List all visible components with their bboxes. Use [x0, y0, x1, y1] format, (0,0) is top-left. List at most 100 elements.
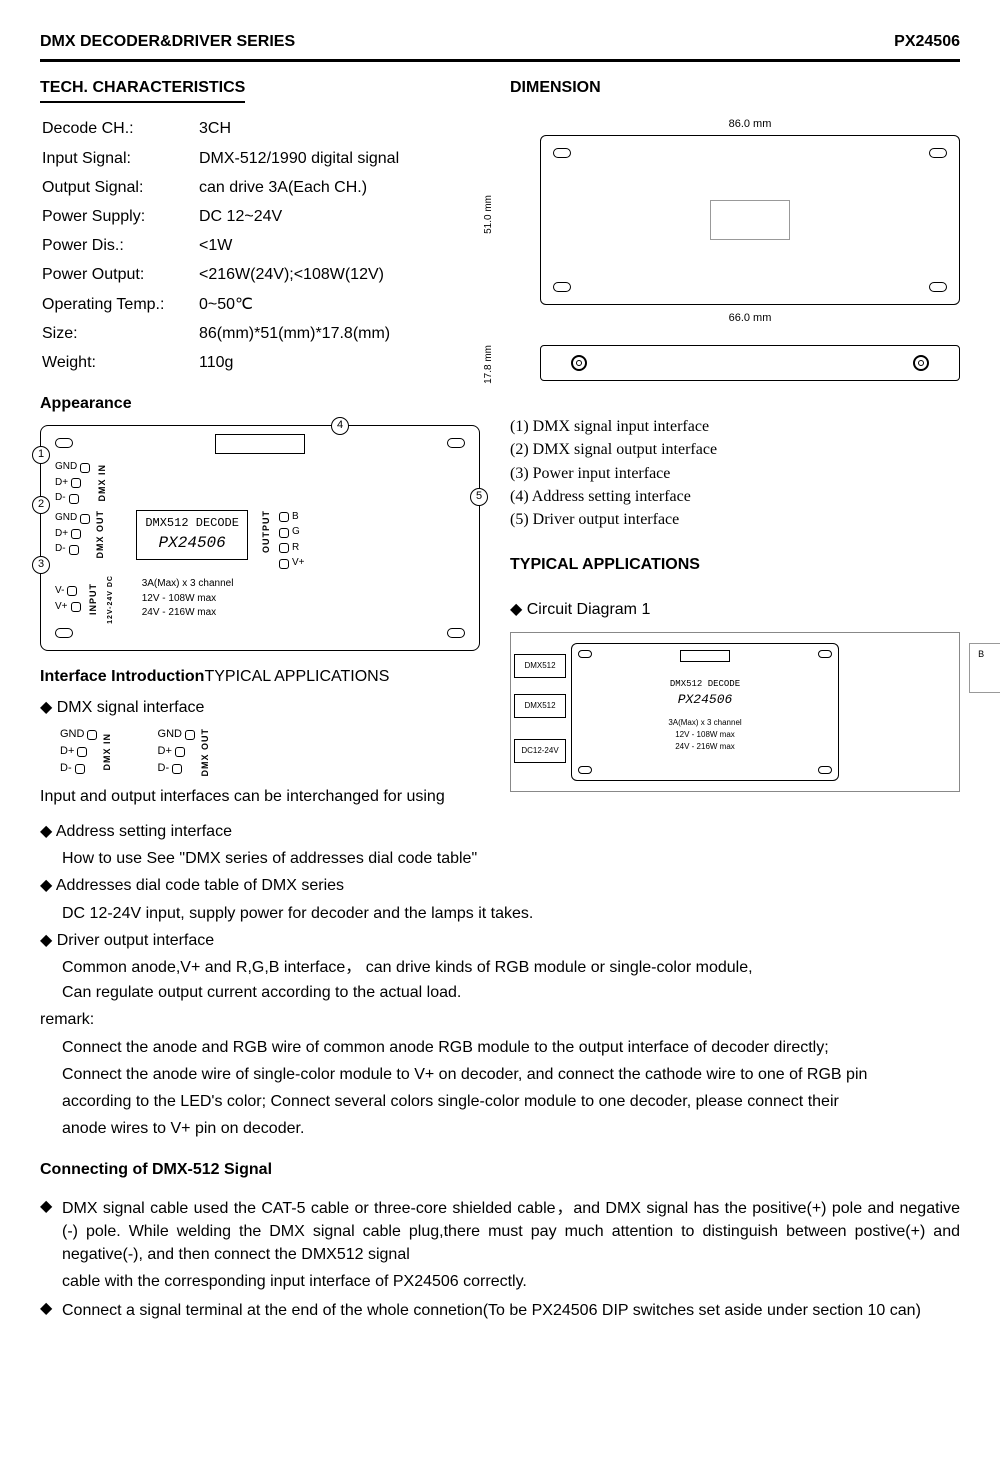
spec-value: 110g [199, 349, 399, 376]
terminal-pin: GND [60, 727, 97, 743]
spec-row: Power Output:<216W(24V);<108W(12V) [42, 261, 399, 288]
top-holes [55, 438, 465, 454]
appearance-diagram: 1 2 3 4 5 GNDD+D- DMX IN GNDD+D- DMX OUT [40, 425, 480, 650]
ratings-block: 3A(Max) x 3 channel 12V - 108W max 24V -… [142, 577, 234, 621]
addr-table-sub: DC 12-24V input, supply power for decode… [62, 902, 960, 925]
sig-out-label: DMX OUT [199, 728, 212, 777]
spec-value: 0~50℃ [199, 291, 399, 318]
remark-p4: anode wires to V+ pin on decoder. [62, 1117, 960, 1140]
page-header: DMX DECODER&DRIVER SERIES PX24506 [40, 30, 960, 62]
tag-power: DC12-24V [514, 739, 566, 763]
remark-p3: according to the LED's color; Connect se… [62, 1090, 960, 1113]
right-column: DIMENSION 86.0 mm 51.0 mm 66.0 mm 17.8 m… [510, 76, 960, 808]
spec-row: Output Signal:can drive 3A(Each CH.) [42, 174, 399, 201]
typ-app-title: TYPICAL APPLICATIONS [510, 553, 700, 578]
knob-icon [571, 355, 587, 371]
terminal-pin: D- [158, 761, 195, 777]
pin-label: V+ [292, 556, 305, 571]
pin-label: G [292, 525, 300, 540]
mounting-hole-icon [578, 650, 592, 658]
terminal-icon [75, 764, 85, 774]
terminal-icon [279, 559, 289, 569]
terminal-pin: V+ [279, 556, 305, 571]
terminal-pin: GND [158, 727, 195, 743]
appearance-title: Appearance [40, 392, 480, 415]
mounting-hole-icon [55, 438, 73, 448]
tag-dmx-out: DMX512 [514, 694, 566, 718]
mounting-hole-icon [578, 766, 592, 774]
app-decode-label: DMX512 DECODE [578, 678, 832, 691]
dmx-signal-if-bullet: DMX signal interface [40, 696, 480, 719]
mounting-hole-icon [553, 282, 571, 292]
callout-5: 5 [470, 488, 488, 506]
pin-label: GND [55, 460, 77, 475]
sig-out-col: GNDD+D- DMX OUT [158, 727, 226, 777]
app-rating-1: 3A(Max) x 3 channel [578, 717, 832, 729]
dim-height-label: 51.0 mm [482, 195, 497, 234]
tech-title: TECH. CHARACTERISTICS [40, 76, 245, 103]
mounting-hole-icon [929, 282, 947, 292]
terminal-icon [279, 528, 289, 538]
spec-value: 3CH [199, 115, 399, 142]
spec-label: Weight: [42, 349, 197, 376]
legend-item: (4) Address setting interface [510, 485, 960, 508]
spec-value: 86(mm)*51(mm)*17.8(mm) [199, 320, 399, 347]
spec-label: Input Signal: [42, 145, 197, 172]
mounting-hole-icon [818, 650, 832, 658]
legend-item: (5) Driver output interface [510, 508, 960, 531]
rating-3: 24V - 216W max [142, 606, 234, 621]
spec-row: Size:86(mm)*51(mm)*17.8(mm) [42, 320, 399, 347]
model-label: PX24506 [145, 532, 239, 555]
dim-side-view [540, 345, 960, 381]
rgb-b: B [978, 648, 984, 692]
pin-label: D- [60, 761, 72, 777]
connecting-b2: Connect a signal terminal at the end of … [40, 1297, 960, 1321]
callout-4: 4 [331, 417, 349, 435]
pin-label: GND [60, 727, 84, 743]
rgb-output-box: B G R [969, 643, 1000, 693]
terminal-pin: V+ [55, 600, 81, 615]
dimension-title: DIMENSION [510, 76, 601, 101]
terminal-pin: D- [60, 761, 97, 777]
interface-bullets: Address setting interface How to use See… [40, 820, 960, 1004]
device-outline: DMX512 DMX512 DC12-24V DMX512 DECODE PX2… [571, 643, 839, 781]
spec-table: Decode CH.:3CHInput Signal:DMX-512/1990 … [40, 113, 401, 378]
terminal-icon [69, 545, 79, 555]
remark-label: remark: [40, 1008, 960, 1031]
spec-row: Operating Temp.:0~50℃ [42, 291, 399, 318]
terminal-pin: V- [55, 584, 81, 599]
terminal-icon [69, 494, 79, 504]
spec-value: can drive 3A(Each CH.) [199, 174, 399, 201]
connecting-b1b: cable with the corresponding input inter… [62, 1270, 960, 1293]
terminal-pin: D+ [55, 527, 90, 542]
connecting-bullets: DMX signal cable used the CAT-5 cable or… [40, 1195, 960, 1321]
spec-value: DC 12~24V [199, 203, 399, 230]
legend-item: (2) DMX signal output interface [510, 438, 960, 461]
interface-intro-label: Interface Introduction [40, 668, 204, 685]
pin-label: GND [55, 511, 77, 526]
sig-in-col: GNDD+D- DMX IN [60, 727, 128, 777]
typ-app-inline: TYPICAL APPLICATIONS [204, 668, 389, 685]
pin-label: D- [55, 491, 66, 506]
spec-label: Power Supply: [42, 203, 197, 230]
dim-width-label: 86.0 mm [540, 117, 960, 133]
addr-table-bullet: Addresses dial code table of DMX series [40, 874, 960, 897]
output-vlabel: OUTPUT [260, 510, 273, 553]
addr-if-bullet: Address setting interface [40, 820, 960, 843]
circuit-diagram-bullet: Circuit Diagram 1 [510, 598, 960, 621]
mounting-hole-icon [55, 628, 73, 638]
dim-top-holes [553, 148, 947, 158]
model-number: PX24506 [894, 30, 960, 53]
terminal-icon [172, 764, 182, 774]
pin-label: D+ [158, 744, 172, 760]
spec-value: <1W [199, 232, 399, 259]
terminal-pin: B [279, 510, 305, 525]
pin-label: V- [55, 584, 64, 599]
dmx-in-label: DMX IN [96, 464, 109, 502]
driver-if-bullet: Driver output interface [40, 929, 960, 952]
driver-if-sub1: Common anode,V+ and R,G,B interface， can… [62, 956, 960, 979]
decode-label: DMX512 DECODE [145, 515, 239, 532]
terminal-pin: GND [55, 511, 90, 526]
spec-label: Output Signal: [42, 174, 197, 201]
connecting-b1a: DMX signal cable used the CAT-5 cable or… [62, 1197, 960, 1267]
